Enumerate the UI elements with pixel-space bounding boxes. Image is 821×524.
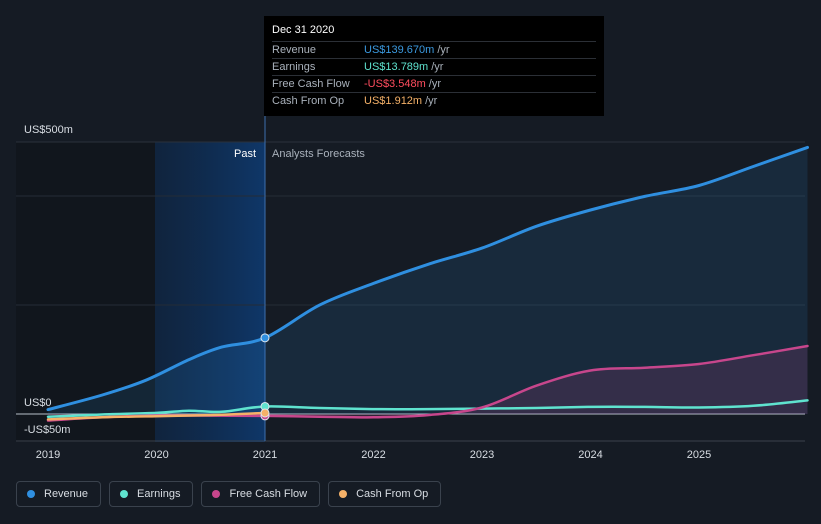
tooltip-label: Free Cash Flow bbox=[272, 78, 350, 90]
legend-dot-icon bbox=[212, 490, 221, 498]
legend-dot-icon bbox=[120, 490, 129, 498]
marker-revenue bbox=[260, 333, 270, 343]
tooltip-value: US$13.789m bbox=[364, 61, 429, 73]
tooltip-label: Revenue bbox=[272, 44, 317, 56]
tooltip-unit: /yr bbox=[425, 95, 438, 107]
tooltip-row-revenue: Revenue US$139.670m /yr bbox=[272, 41, 596, 58]
tooltip-row-cash-from-op: Cash From Op US$1.912m /yr bbox=[272, 92, 596, 109]
x-tick-label: 2025 bbox=[687, 449, 711, 461]
chart-area: US$500m US$0 -US$50m Past Analysts Forec… bbox=[16, 116, 809, 461]
tooltip-row-free-cash-flow: Free Cash Flow -US$3.548m /yr bbox=[272, 75, 596, 92]
series-line-revenue bbox=[46, 145, 809, 412]
y-label-top: US$500m bbox=[24, 124, 73, 136]
tooltip-value: -US$3.548m bbox=[364, 78, 426, 90]
legend: Revenue Earnings Free Cash Flow Cash Fro… bbox=[16, 481, 442, 507]
legend-item-earnings[interactable]: Earnings bbox=[109, 481, 194, 507]
legend-item-free-cash-flow[interactable]: Free Cash Flow bbox=[201, 481, 321, 507]
tooltip-row-earnings: Earnings US$13.789m /yr bbox=[272, 58, 596, 75]
y-label-bottom: -US$50m bbox=[24, 424, 70, 436]
legend-dot-icon bbox=[339, 490, 348, 498]
marker-cash-from-op bbox=[260, 408, 270, 418]
x-axis-ticks: 2019 2020 2021 2022 2023 2024 2025 bbox=[36, 449, 711, 461]
tooltip-unit: /yr bbox=[431, 61, 444, 73]
tooltip: Dec 31 2020 Revenue US$139.670m /yr Earn… bbox=[264, 16, 604, 116]
x-tick-label: 2019 bbox=[36, 449, 60, 461]
series-area-revenue bbox=[48, 147, 808, 414]
series-line-earnings bbox=[46, 399, 809, 418]
tooltip-unit: /yr bbox=[437, 44, 450, 56]
legend-label: Revenue bbox=[44, 488, 89, 500]
series-areas bbox=[48, 147, 808, 421]
legend-dot-icon bbox=[27, 490, 35, 498]
region-forecast-label: Analysts Forecasts bbox=[272, 148, 365, 160]
tooltip-label: Cash From Op bbox=[272, 95, 345, 107]
x-tick-label: 2020 bbox=[144, 449, 168, 461]
x-tick-label: 2021 bbox=[253, 449, 277, 461]
x-tick-label: 2023 bbox=[470, 449, 494, 461]
series-area-free-cash-flow bbox=[48, 346, 808, 421]
past-shade bbox=[155, 142, 265, 442]
tooltip-label: Earnings bbox=[272, 61, 316, 73]
tooltip-value: US$1.912m bbox=[364, 95, 423, 107]
x-tick-label: 2024 bbox=[578, 449, 602, 461]
tooltip-unit: /yr bbox=[428, 78, 441, 90]
y-label-zero: US$0 bbox=[24, 397, 52, 409]
legend-item-revenue[interactable]: Revenue bbox=[16, 481, 102, 507]
region-past-label: Past bbox=[234, 148, 256, 160]
tooltip-date: Dec 31 2020 bbox=[272, 24, 335, 36]
legend-label: Free Cash Flow bbox=[229, 488, 308, 500]
legend-item-cash-from-op[interactable]: Cash From Op bbox=[328, 481, 442, 507]
legend-label: Cash From Op bbox=[356, 488, 429, 500]
hover-markers bbox=[260, 333, 270, 421]
x-tick-label: 2022 bbox=[361, 449, 385, 461]
series-lines bbox=[46, 145, 809, 422]
tooltip-value: US$139.670m bbox=[364, 44, 435, 56]
series-line-cash-from-op bbox=[46, 411, 267, 421]
pre-past-shade bbox=[16, 142, 155, 442]
legend-label: Earnings bbox=[137, 488, 181, 500]
